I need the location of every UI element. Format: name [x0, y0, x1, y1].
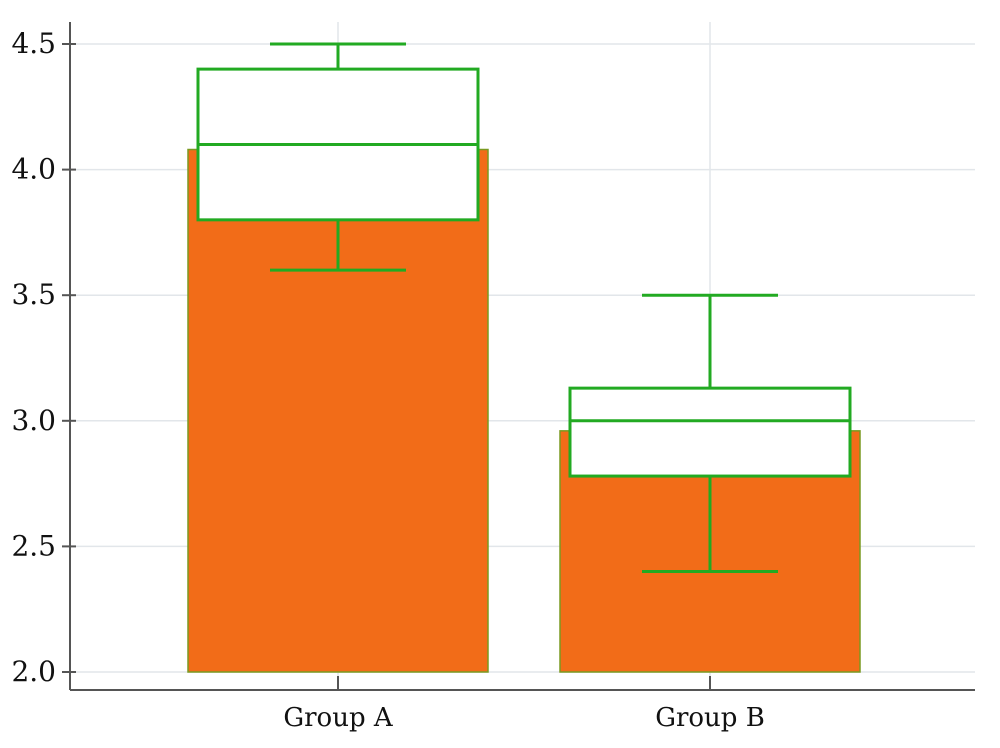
axis-layer — [62, 22, 975, 691]
x-category-label: Group A — [283, 703, 394, 733]
y-tick-label: 2.0 — [11, 655, 56, 688]
y-tick-label: 3.5 — [11, 278, 56, 311]
y-tick-label: 3.0 — [11, 404, 56, 437]
y-tick-label: 4.0 — [11, 153, 56, 186]
x-category-label: Group B — [655, 703, 765, 733]
label-layer: 2.0 2.5 3.0 3.5 4.0 4.5 Group A Group B — [11, 27, 764, 733]
y-tick-label: 2.5 — [11, 529, 56, 562]
box-iqr — [568, 386, 852, 478]
box-layer — [196, 42, 852, 574]
y-tick-label: 4.5 — [11, 27, 56, 60]
